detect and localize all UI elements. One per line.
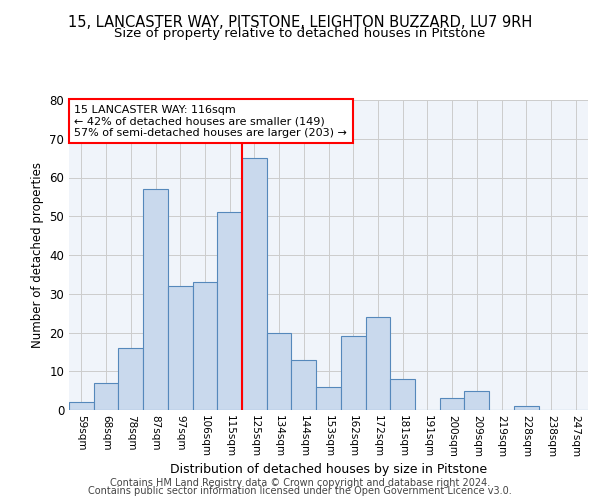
Text: 15, LANCASTER WAY, PITSTONE, LEIGHTON BUZZARD, LU7 9RH: 15, LANCASTER WAY, PITSTONE, LEIGHTON BU…: [68, 15, 532, 30]
Bar: [267, 332, 292, 410]
X-axis label: Distribution of detached houses by size in Pitstone: Distribution of detached houses by size …: [170, 462, 487, 475]
Bar: [118, 348, 143, 410]
Bar: [143, 189, 168, 410]
Bar: [217, 212, 242, 410]
Bar: [94, 383, 118, 410]
Bar: [168, 286, 193, 410]
Bar: [365, 317, 390, 410]
Text: Size of property relative to detached houses in Pitstone: Size of property relative to detached ho…: [115, 28, 485, 40]
Bar: [316, 387, 341, 410]
Bar: [193, 282, 217, 410]
Bar: [390, 379, 415, 410]
Text: Contains public sector information licensed under the Open Government Licence v3: Contains public sector information licen…: [88, 486, 512, 496]
Bar: [292, 360, 316, 410]
Bar: [514, 406, 539, 410]
Bar: [242, 158, 267, 410]
Text: 15 LANCASTER WAY: 116sqm
← 42% of detached houses are smaller (149)
57% of semi-: 15 LANCASTER WAY: 116sqm ← 42% of detach…: [74, 104, 347, 138]
Bar: [341, 336, 365, 410]
Bar: [440, 398, 464, 410]
Text: Contains HM Land Registry data © Crown copyright and database right 2024.: Contains HM Land Registry data © Crown c…: [110, 478, 490, 488]
Y-axis label: Number of detached properties: Number of detached properties: [31, 162, 44, 348]
Bar: [69, 402, 94, 410]
Bar: [464, 390, 489, 410]
